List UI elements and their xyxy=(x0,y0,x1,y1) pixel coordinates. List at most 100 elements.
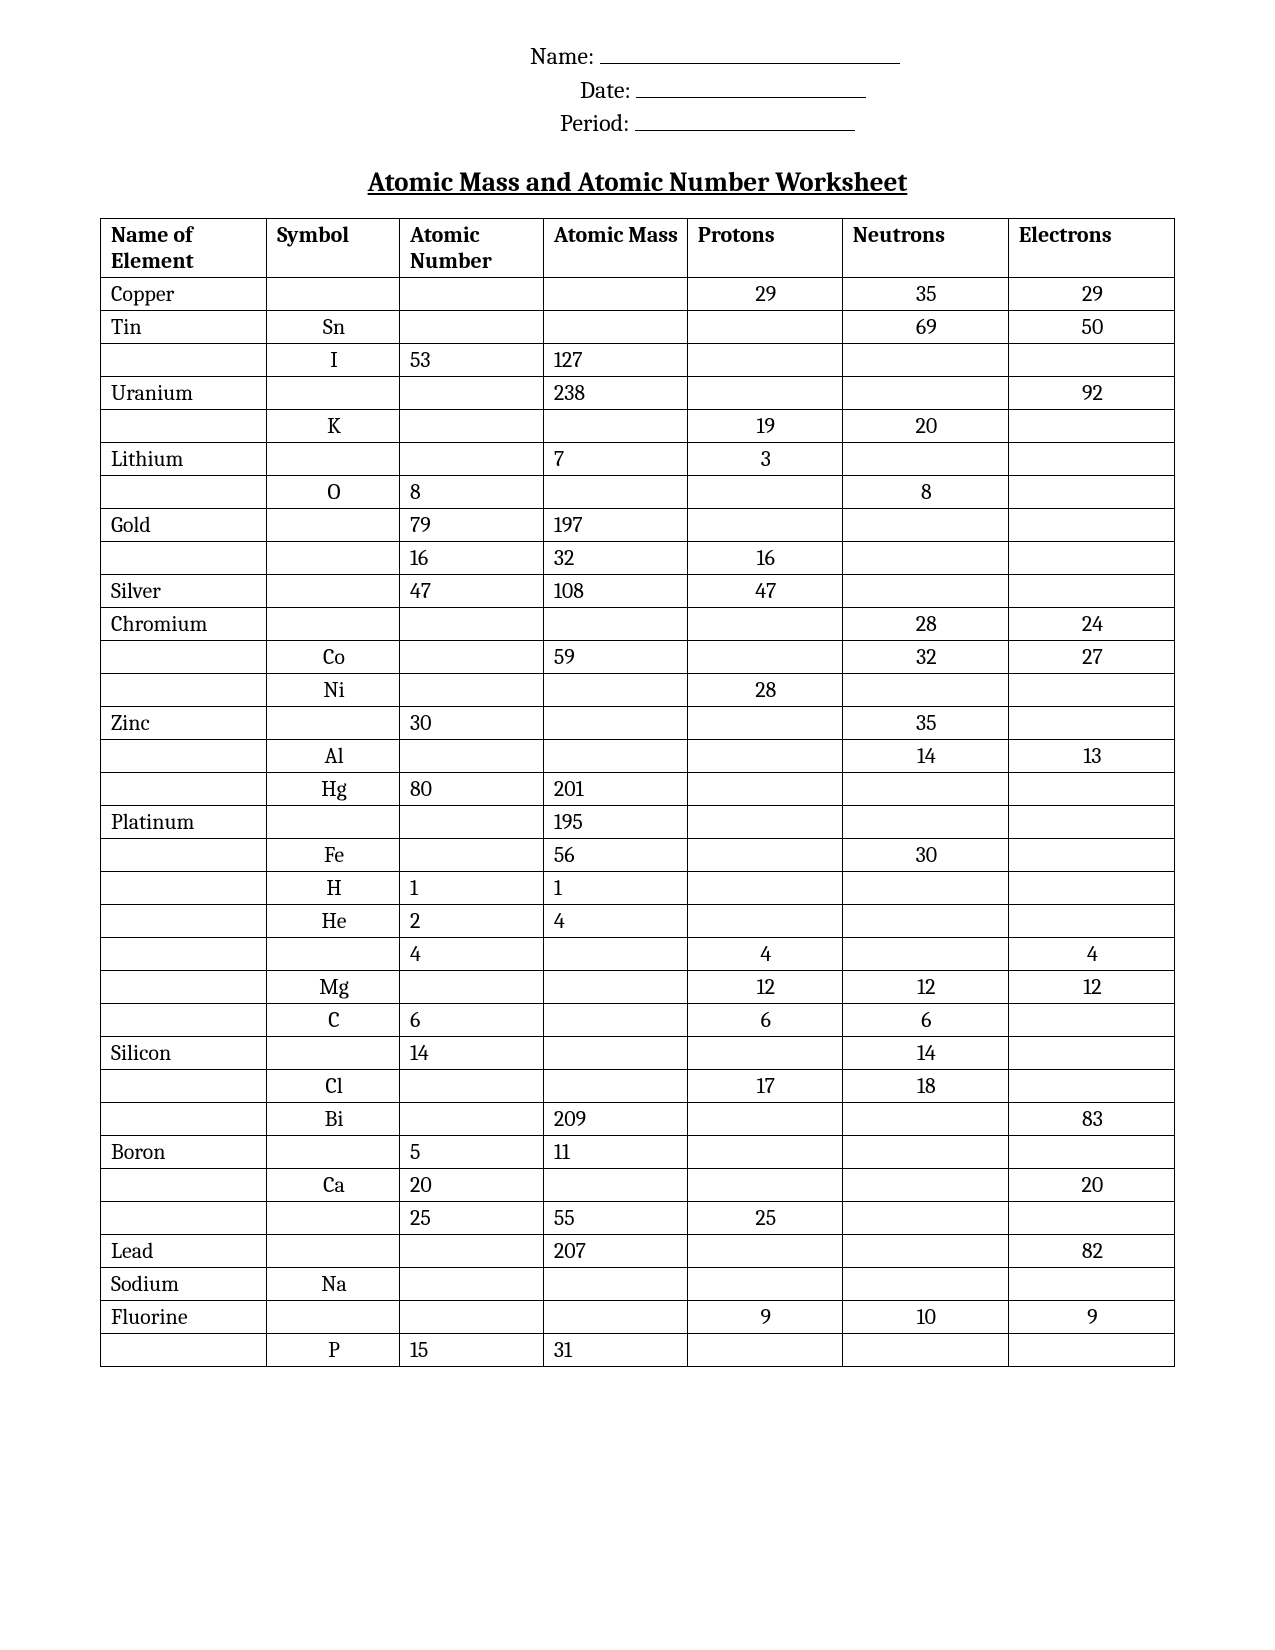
table-cell[interactable] xyxy=(842,1234,1008,1267)
table-cell[interactable]: 83 xyxy=(1008,1102,1174,1135)
table-cell[interactable]: Lead xyxy=(101,1234,267,1267)
table-cell[interactable] xyxy=(1008,409,1174,442)
table-cell[interactable]: Uranium xyxy=(101,376,267,409)
table-cell[interactable]: 92 xyxy=(1008,376,1174,409)
table-cell[interactable] xyxy=(687,739,842,772)
table-cell[interactable]: Gold xyxy=(101,508,267,541)
table-cell[interactable] xyxy=(543,1168,687,1201)
table-cell[interactable] xyxy=(399,442,543,475)
table-cell[interactable] xyxy=(101,1069,267,1102)
table-cell[interactable] xyxy=(1008,508,1174,541)
table-cell[interactable] xyxy=(267,706,400,739)
table-cell[interactable] xyxy=(543,277,687,310)
table-cell[interactable] xyxy=(101,772,267,805)
table-cell[interactable] xyxy=(543,1300,687,1333)
table-cell[interactable]: 238 xyxy=(543,376,687,409)
table-cell[interactable]: Copper xyxy=(101,277,267,310)
table-cell[interactable] xyxy=(1008,1267,1174,1300)
table-cell[interactable] xyxy=(267,574,400,607)
table-cell[interactable] xyxy=(842,1135,1008,1168)
table-cell[interactable] xyxy=(1008,1036,1174,1069)
table-cell[interactable]: 6 xyxy=(687,1003,842,1036)
table-cell[interactable] xyxy=(1008,1069,1174,1102)
table-cell[interactable]: Chromium xyxy=(101,607,267,640)
table-cell[interactable]: 2 xyxy=(399,904,543,937)
table-cell[interactable] xyxy=(687,508,842,541)
table-cell[interactable]: Lithium xyxy=(101,442,267,475)
table-cell[interactable]: Tin xyxy=(101,310,267,343)
table-cell[interactable]: 197 xyxy=(543,508,687,541)
table-cell[interactable] xyxy=(101,343,267,376)
table-cell[interactable] xyxy=(267,376,400,409)
table-cell[interactable] xyxy=(543,1003,687,1036)
table-cell[interactable]: Co xyxy=(267,640,400,673)
table-cell[interactable] xyxy=(399,310,543,343)
table-cell[interactable] xyxy=(101,541,267,574)
table-cell[interactable]: 35 xyxy=(842,706,1008,739)
table-cell[interactable]: 18 xyxy=(842,1069,1008,1102)
table-cell[interactable]: P xyxy=(267,1333,400,1366)
table-cell[interactable] xyxy=(267,1201,400,1234)
table-cell[interactable]: 12 xyxy=(1008,970,1174,1003)
table-cell[interactable] xyxy=(399,640,543,673)
table-cell[interactable]: 11 xyxy=(543,1135,687,1168)
table-cell[interactable] xyxy=(842,904,1008,937)
table-cell[interactable]: 50 xyxy=(1008,310,1174,343)
table-cell[interactable] xyxy=(1008,772,1174,805)
table-cell[interactable]: 7 xyxy=(543,442,687,475)
table-cell[interactable]: H xyxy=(267,871,400,904)
table-cell[interactable] xyxy=(1008,442,1174,475)
table-cell[interactable] xyxy=(687,1135,842,1168)
table-cell[interactable] xyxy=(399,838,543,871)
table-cell[interactable] xyxy=(101,1201,267,1234)
table-cell[interactable]: 108 xyxy=(543,574,687,607)
table-cell[interactable] xyxy=(543,970,687,1003)
table-cell[interactable] xyxy=(101,475,267,508)
table-cell[interactable]: 31 xyxy=(543,1333,687,1366)
table-cell[interactable] xyxy=(267,805,400,838)
table-cell[interactable]: 29 xyxy=(1008,277,1174,310)
table-cell[interactable]: 32 xyxy=(842,640,1008,673)
table-cell[interactable]: 5 xyxy=(399,1135,543,1168)
table-cell[interactable]: Ni xyxy=(267,673,400,706)
table-cell[interactable] xyxy=(842,442,1008,475)
table-cell[interactable]: 79 xyxy=(399,508,543,541)
table-cell[interactable]: 195 xyxy=(543,805,687,838)
table-cell[interactable]: 53 xyxy=(399,343,543,376)
table-cell[interactable]: 30 xyxy=(399,706,543,739)
table-cell[interactable] xyxy=(687,805,842,838)
table-cell[interactable] xyxy=(101,904,267,937)
table-cell[interactable]: 4 xyxy=(687,937,842,970)
table-cell[interactable]: 6 xyxy=(842,1003,1008,1036)
table-cell[interactable] xyxy=(101,1333,267,1366)
table-cell[interactable] xyxy=(267,1135,400,1168)
table-cell[interactable]: Hg xyxy=(267,772,400,805)
table-cell[interactable] xyxy=(687,376,842,409)
table-cell[interactable] xyxy=(1008,1003,1174,1036)
table-cell[interactable]: Sn xyxy=(267,310,400,343)
table-cell[interactable]: Silicon xyxy=(101,1036,267,1069)
table-cell[interactable] xyxy=(842,376,1008,409)
table-cell[interactable] xyxy=(101,1168,267,1201)
table-cell[interactable]: 80 xyxy=(399,772,543,805)
table-cell[interactable]: 4 xyxy=(1008,937,1174,970)
table-cell[interactable]: O xyxy=(267,475,400,508)
table-cell[interactable] xyxy=(1008,673,1174,706)
table-cell[interactable]: Platinum xyxy=(101,805,267,838)
table-cell[interactable] xyxy=(267,1036,400,1069)
table-cell[interactable] xyxy=(842,1201,1008,1234)
table-cell[interactable] xyxy=(1008,871,1174,904)
table-cell[interactable]: 4 xyxy=(399,937,543,970)
table-cell[interactable] xyxy=(687,640,842,673)
table-cell[interactable] xyxy=(842,574,1008,607)
table-cell[interactable]: 24 xyxy=(1008,607,1174,640)
table-cell[interactable] xyxy=(399,376,543,409)
table-cell[interactable]: 20 xyxy=(842,409,1008,442)
table-cell[interactable] xyxy=(267,277,400,310)
table-cell[interactable] xyxy=(687,1168,842,1201)
table-cell[interactable]: 4 xyxy=(543,904,687,937)
table-cell[interactable] xyxy=(687,1333,842,1366)
table-cell[interactable]: 14 xyxy=(842,739,1008,772)
table-cell[interactable] xyxy=(543,409,687,442)
table-cell[interactable]: He xyxy=(267,904,400,937)
